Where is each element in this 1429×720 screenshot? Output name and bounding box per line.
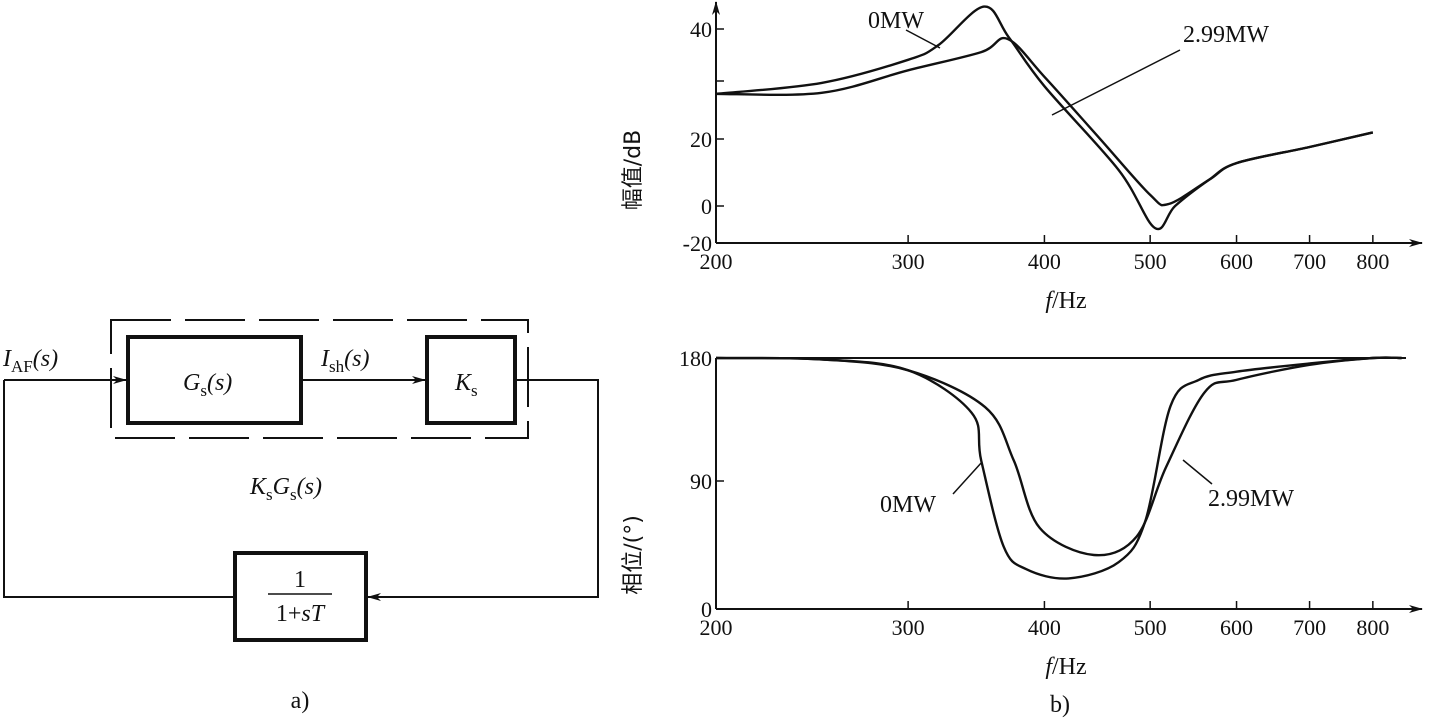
caption-a: a) <box>291 688 310 714</box>
ks-label: Ks <box>454 370 478 400</box>
feedback-denominator: 1+sT <box>276 601 326 627</box>
group-label: KsGs(s) <box>249 474 322 504</box>
x-tick-label: 300 <box>892 249 925 274</box>
series-label: 0MW <box>868 8 924 34</box>
x-axis-var: f <box>1045 288 1055 314</box>
x-tick-label: 500 <box>1134 249 1167 274</box>
x-axis-label: f/Hz <box>1045 288 1086 314</box>
y-axis-label: 幅值/dB <box>621 130 646 210</box>
series-label-leader <box>1051 49 1181 116</box>
series-line-2-99MW <box>715 356 1402 557</box>
x-tick-label: 700 <box>1293 615 1326 640</box>
y-tick-label: 40 <box>690 17 712 42</box>
series-label-leader <box>905 29 941 49</box>
x-tick-label: 200 <box>700 615 733 640</box>
y-tick-label: 180 <box>679 346 712 371</box>
series-label: 2.99MW <box>1183 22 1269 48</box>
x-axis-var: f <box>1045 654 1055 680</box>
ish-label: Ish(s) <box>320 346 369 376</box>
series-label: 0MW <box>880 492 936 518</box>
series-label-leader <box>952 461 983 495</box>
x-tick-label: 400 <box>1028 615 1061 640</box>
series-label-leader <box>1182 459 1213 485</box>
block-diagram: IAF(s) Gs(s) Ish(s) Ks KsGs(s) 1 1+sT a) <box>2 319 599 714</box>
feedback-numerator: 1 <box>294 567 306 593</box>
x-tick-label: 700 <box>1293 249 1326 274</box>
series-line-0MW <box>715 356 1402 580</box>
feedback-line <box>3 380 235 598</box>
y-tick-label: 0 <box>701 597 712 622</box>
caption-b: b) <box>1050 692 1070 718</box>
output-line <box>367 379 599 601</box>
gs-label: Gs(s) <box>183 370 232 400</box>
x-tick-label: 400 <box>1028 249 1061 274</box>
magnitude-chart: 200 300 400 500 600 700 800 -20 0 20 40 f/Hz 幅值/dB 0M… <box>621 1 1423 314</box>
x-tick-label: 800 <box>1356 249 1389 274</box>
input-label: IAF(s) <box>2 346 58 376</box>
y-tick-label: 0 <box>701 194 712 219</box>
x-tick-label: 300 <box>892 615 925 640</box>
y-tick-label: 20 <box>690 127 712 152</box>
y-tick-label: -20 <box>683 231 712 256</box>
x-tick-label: 800 <box>1356 615 1389 640</box>
x-tick-label: 600 <box>1220 615 1253 640</box>
series-line-0MW <box>715 5 1374 231</box>
series-label: 2.99MW <box>1208 486 1294 512</box>
x-axis-unit: /Hz <box>1052 654 1087 680</box>
x-tick-label: 500 <box>1134 615 1167 640</box>
y-axis-label: 相位/(°) <box>621 515 646 595</box>
phase-chart: 200 300 400 500 600 700 800 0 90 180 f/Hz 相位/(°) 0MW… <box>621 346 1423 680</box>
y-tick-label: 90 <box>690 469 712 494</box>
x-axis-label: f/Hz <box>1045 654 1086 680</box>
x-axis-unit: /Hz <box>1052 288 1087 314</box>
series-line-2-99MW <box>715 36 1374 207</box>
x-tick-label: 200 <box>700 249 733 274</box>
x-tick-label: 600 <box>1220 249 1253 274</box>
